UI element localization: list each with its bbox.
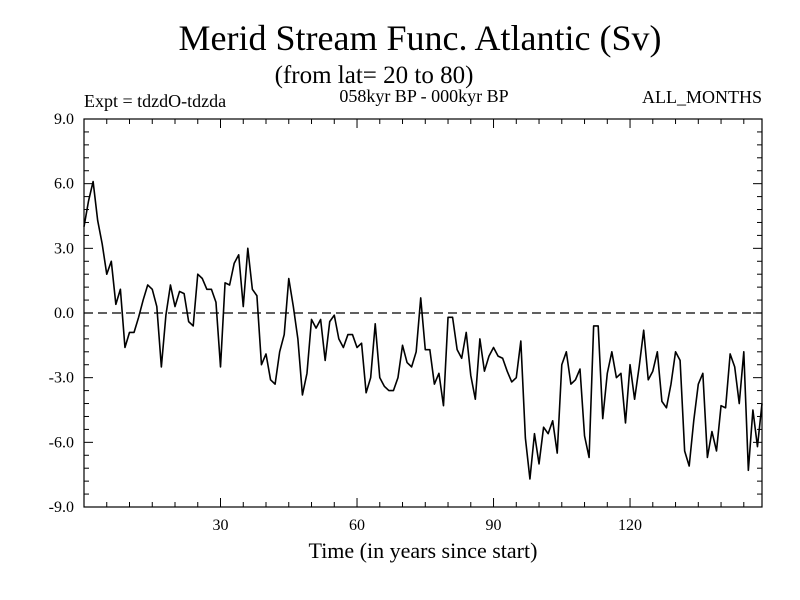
x-tick-label: 120 — [618, 517, 642, 534]
y-tick-label: 0.0 — [54, 305, 74, 322]
y-axis: -9.0 -6.0 -3.0 0.0 3.0 6.0 9.0 — [49, 111, 762, 516]
chart-title: Merid Stream Func. Atlantic (Sv) — [179, 18, 662, 58]
series-line — [83, 180, 763, 480]
y-tick-label: 3.0 — [54, 240, 74, 257]
x-tick-label: 60 — [349, 517, 365, 534]
chart-subtitle: (from lat= 20 to 80) — [275, 62, 474, 89]
y-tick-label: -9.0 — [49, 499, 74, 516]
plot-frame — [83, 118, 763, 508]
x-axis-label: Time (in years since start) — [309, 538, 538, 563]
months-label: ALL_MONTHS — [642, 87, 762, 107]
experiment-label: Expt = tdzdO-tdzda — [84, 91, 226, 111]
x-tick-label: 90 — [486, 517, 502, 534]
time-range-label: 058kyr BP - 000kyr BP — [339, 86, 508, 106]
y-tick-label: -3.0 — [49, 370, 74, 387]
x-axis: 30 60 90 120 — [106, 119, 745, 534]
x-tick-label: 30 — [213, 517, 229, 534]
y-tick-label: 9.0 — [54, 111, 74, 128]
y-tick-label: 6.0 — [54, 176, 74, 193]
y-tick-label: -6.0 — [49, 434, 74, 451]
